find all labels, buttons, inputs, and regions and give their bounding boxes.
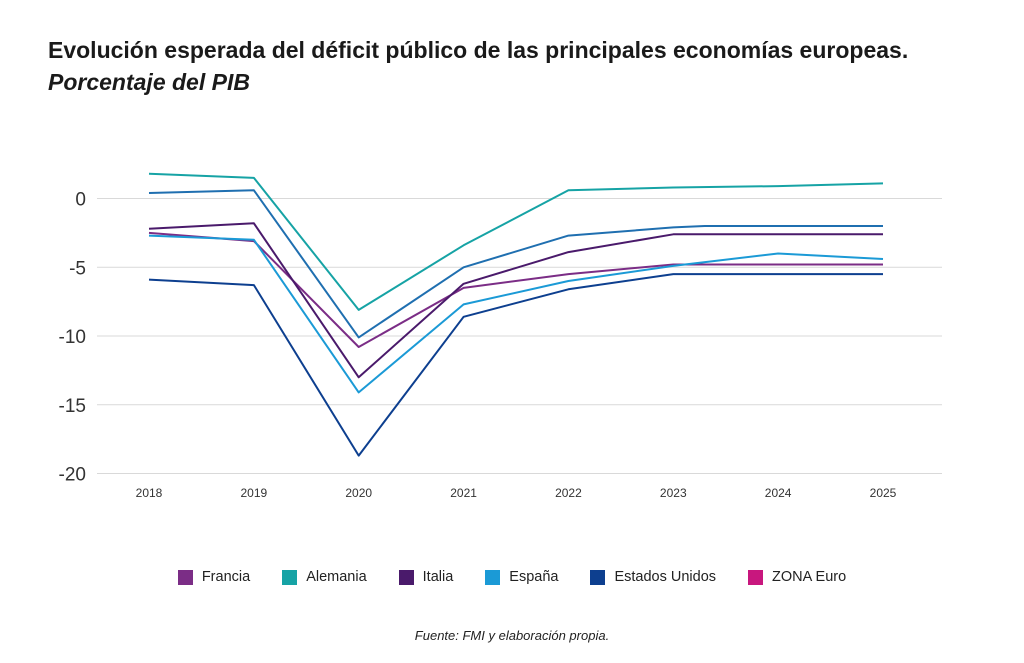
series-line-italia <box>148 222 883 379</box>
series-line-españa <box>148 234 884 394</box>
legend-label: Francia <box>201 569 251 585</box>
legend-label: ZONA Euro <box>772 569 847 585</box>
x-tick-label: 2024 <box>765 486 792 500</box>
series-line-alemania <box>148 172 884 311</box>
legend-label: Alemania <box>306 569 367 585</box>
chart-title-subtitle: Porcentaje del PIB <box>48 69 250 95</box>
x-tick-label: 2023 <box>660 486 687 500</box>
y-tick-label: -10 <box>59 327 86 348</box>
x-tick-label: 2021 <box>450 486 477 500</box>
x-axis-ticks: 2018 2019 2020 2021 2022 2023 2024 2025 <box>136 486 897 500</box>
legend-item: Estados Unidos <box>590 569 716 585</box>
series-line-zona-euro <box>148 189 883 339</box>
legend-item: España <box>485 569 558 585</box>
y-tick-label: -15 <box>59 396 86 417</box>
legend-item: Italia <box>398 569 454 585</box>
chart-legend: Francia Alemania Italia España Estados Unido… <box>0 566 1024 588</box>
x-tick-label: 2018 <box>136 486 163 500</box>
grid-lines <box>97 198 942 474</box>
legend-swatch <box>398 569 414 585</box>
x-tick-label: 2025 <box>870 486 897 500</box>
series-lines <box>148 172 884 457</box>
series-line-francia <box>148 231 883 348</box>
legend-swatch <box>282 569 298 585</box>
y-tick-label: -20 <box>59 465 86 486</box>
legend-item: Alemania <box>282 569 367 585</box>
y-tick-label: 0 <box>75 190 86 211</box>
legend-swatch <box>485 569 501 585</box>
x-tick-label: 2019 <box>241 486 268 500</box>
legend-item: Francia <box>177 569 251 585</box>
legend-label: Italia <box>422 569 454 585</box>
chart-title-main: Evolución esperada del déficit público d… <box>48 37 909 63</box>
x-tick-label: 2020 <box>345 486 372 500</box>
series-line-estados-unidos <box>148 273 883 457</box>
legend-swatch <box>177 569 193 585</box>
x-tick-label: 2022 <box>555 486 582 500</box>
legend-swatch <box>590 569 606 585</box>
y-tick-label: -5 <box>69 258 86 279</box>
source-note: Fuente: FMI y elaboración propia. <box>414 628 610 643</box>
chart-title: Evolución esperada del déficit público d… <box>48 34 948 98</box>
y-axis-ticks: 0 -5 -10 -15 -20 <box>59 190 86 486</box>
legend-item: ZONA Euro <box>748 569 846 585</box>
legend-label: España <box>509 569 559 585</box>
legend-swatch <box>748 569 764 585</box>
legend-label: Estados Unidos <box>614 569 717 585</box>
